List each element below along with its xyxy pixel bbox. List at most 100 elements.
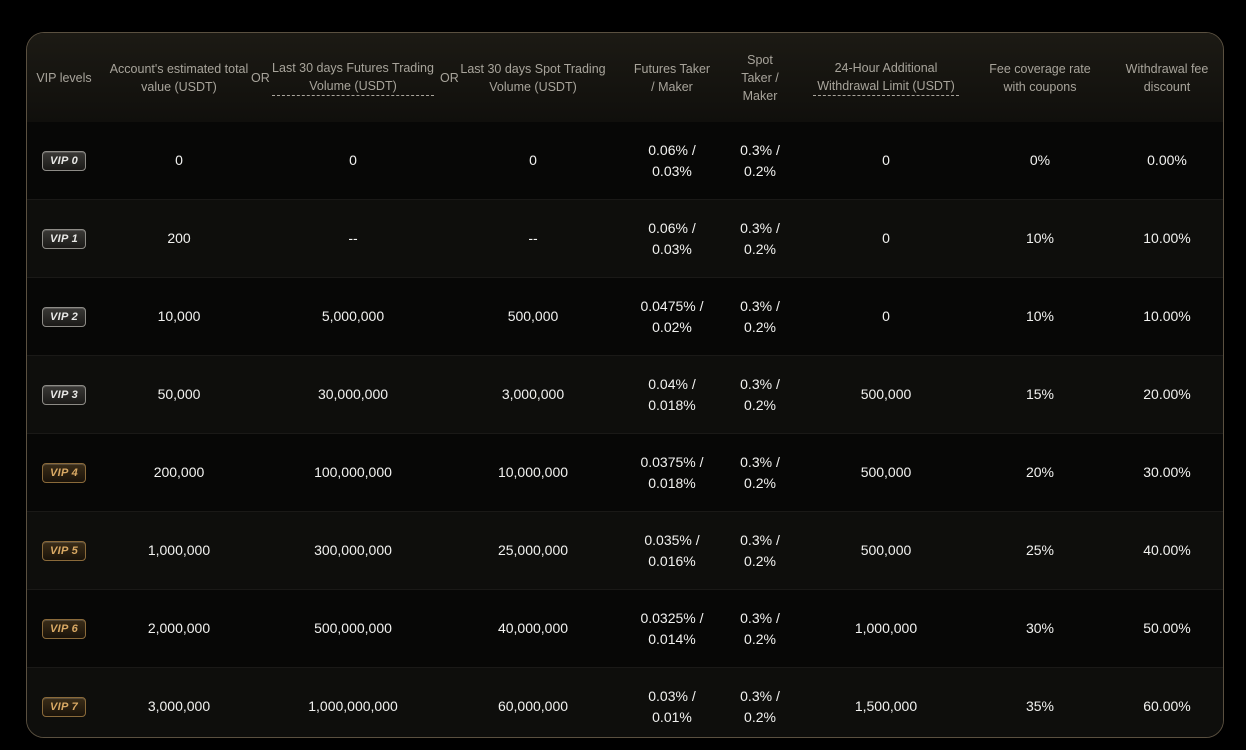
withdrawal-discount-cell-value: 60.00% <box>1143 698 1191 714</box>
spot-volume-cell-value: 40,000,000 <box>497 620 569 636</box>
fee-coverage-cell: 0% <box>985 122 1095 199</box>
table-row: VIP 6 2,000,000 500,000,000 40,000,000 0.032… <box>27 590 1223 668</box>
spot-fee-cell: 0.3% / 0.2% <box>731 512 789 589</box>
withdrawal-discount-cell-value: 0.00% <box>1147 152 1187 168</box>
fee-coverage-cell: 10% <box>985 200 1095 277</box>
header-or-separator: OR <box>251 70 270 85</box>
spot-fee-cell-line: 0.2% <box>744 162 776 179</box>
table-row: VIP 3 50,000 30,000,000 3,000,000 0.04% /0.0… <box>27 356 1223 434</box>
vip-badge: VIP 0 <box>42 150 86 171</box>
withdrawal-discount-cell-value: 50.00% <box>1143 620 1191 636</box>
fee-coverage-cell-value: 25% <box>1025 542 1055 558</box>
spot-volume-cell-value: 10,000,000 <box>497 464 569 480</box>
futures-fee-cell: 0.03% / 0.01% <box>627 668 717 737</box>
vip-level-badge: VIP 6 <box>31 590 97 667</box>
account-value-cell: 200 <box>107 200 251 277</box>
spot-fee-cell: 0.3% / 0.2% <box>731 356 789 433</box>
vip-badge: VIP 5 <box>42 540 86 561</box>
header-account-value: Account's estimated total value (USDT) <box>109 61 249 94</box>
spot-fee-cell: 0.3% / 0.2% <box>731 668 789 737</box>
spot-volume-cell: 0 <box>459 122 607 199</box>
futures-fee-cell-line: 0.04% / <box>648 375 696 392</box>
futures-volume-cell-value: -- <box>348 230 358 246</box>
withdrawal-discount-cell-value: 10.00% <box>1143 308 1191 324</box>
spot-volume-cell-value: 25,000,000 <box>497 542 569 558</box>
account-value-cell: 0 <box>107 122 251 199</box>
header-withdrawal-limit[interactable]: 24-Hour Additional Withdrawal Limit (USD… <box>813 33 959 122</box>
table-row: VIP 1 200 -- -- 0.06% / 0.03% 0.3% / 0.2% 0 10% 10… <box>27 200 1223 278</box>
spot-volume-cell: 10,000,000 <box>459 434 607 511</box>
spot-fee-cell-line: 0.3% / <box>740 141 780 158</box>
futures-fee-cell-line: 0.035% / <box>644 531 700 548</box>
table-body: VIP 0 0 0 0 0.06% / 0.03% 0.3% / 0.2% 0 0% 0.00% VI… <box>27 122 1223 737</box>
spot-fee-cell-line: 0.2% <box>744 708 776 725</box>
spot-volume-cell: 25,000,000 <box>459 512 607 589</box>
spot-fee-cell-line: 0.3% / <box>740 219 780 236</box>
futures-volume-cell: 30,000,000 <box>272 356 434 433</box>
futures-volume-cell: -- <box>272 200 434 277</box>
fee-coverage-cell-value: 15% <box>1025 386 1055 402</box>
account-value-cell: 10,000 <box>107 278 251 355</box>
header-futures-volume[interactable]: Last 30 days Futures Trading Volume (USD… <box>272 33 434 122</box>
withdrawal-discount-cell: 40.00% <box>1117 512 1217 589</box>
spot-fee-cell: 0.3% / 0.2% <box>731 200 789 277</box>
withdrawal-limit-cell-value: 500,000 <box>860 464 912 480</box>
withdrawal-discount-cell-value: 30.00% <box>1143 464 1191 480</box>
account-value-cell-value: 200,000 <box>153 464 205 480</box>
withdrawal-discount-cell-value: 40.00% <box>1143 542 1191 558</box>
futures-fee-cell-line: 0.018% <box>648 474 696 491</box>
account-value-cell-value: 3,000,000 <box>147 698 211 714</box>
spot-fee-cell-line: 0.3% / <box>740 453 780 470</box>
header-fee-coverage: Fee coverage rate with coupons <box>989 61 1091 94</box>
vip-level-badge: VIP 1 <box>31 200 97 277</box>
futures-volume-cell-value: 1,000,000,000 <box>308 698 398 714</box>
spot-fee-cell-line: 0.2% <box>744 396 776 413</box>
account-value-cell: 50,000 <box>107 356 251 433</box>
futures-fee-cell-line: 0.0325% / <box>640 609 704 626</box>
spot-fee-cell-line: 0.2% <box>744 240 776 257</box>
futures-volume-cell: 100,000,000 <box>272 434 434 511</box>
withdrawal-limit-cell-value: 0 <box>882 230 890 246</box>
spot-fee-cell: 0.3% / 0.2% <box>731 590 789 667</box>
futures-fee-cell: 0.0475% / 0.02% <box>627 278 717 355</box>
account-value-cell: 200,000 <box>107 434 251 511</box>
fee-coverage-cell: 30% <box>985 590 1095 667</box>
header-futures-fee: Futures Taker / Maker <box>633 61 711 94</box>
header-or-separator: OR <box>440 70 459 85</box>
spot-volume-cell-value: 60,000,000 <box>497 698 569 714</box>
withdrawal-discount-cell: 0.00% <box>1117 122 1217 199</box>
fee-coverage-cell-value: 10% <box>1025 230 1055 246</box>
futures-fee-cell-line: 0.016% <box>648 552 696 569</box>
futures-fee-cell: 0.0375% / 0.018% <box>627 434 717 511</box>
futures-volume-cell-value: 500,000,000 <box>314 620 392 636</box>
table-row: VIP 2 10,000 5,000,000 500,000 0.0475% / 0.02… <box>27 278 1223 356</box>
spot-volume-cell-value: 500,000 <box>507 308 559 324</box>
withdrawal-limit-cell-value: 500,000 <box>860 542 912 558</box>
futures-fee-cell-line: 0.03% <box>652 162 692 179</box>
futures-volume-cell-value: 5,000,000 <box>321 308 385 324</box>
withdrawal-limit-cell: 500,000 <box>813 434 959 511</box>
futures-fee-cell: 0.04% / 0.018% <box>627 356 717 433</box>
fee-coverage-cell: 15% <box>985 356 1095 433</box>
withdrawal-limit-cell-value: 0 <box>882 152 890 168</box>
account-value-cell-value: 50,000 <box>157 386 201 402</box>
spot-fee-cell-line: 0.3% / <box>740 531 780 548</box>
futures-volume-cell: 300,000,000 <box>272 512 434 589</box>
futures-fee-cell-line: 0.014% <box>648 630 696 647</box>
fee-coverage-cell: 35% <box>985 668 1095 737</box>
withdrawal-limit-cell-value: 0 <box>882 308 890 324</box>
spot-fee-cell-line: 0.2% <box>744 552 776 569</box>
futures-volume-cell: 1,000,000,000 <box>272 668 434 737</box>
withdrawal-limit-cell: 0 <box>813 200 959 277</box>
fee-coverage-cell-value: 30% <box>1025 620 1055 636</box>
futures-volume-cell: 500,000,000 <box>272 590 434 667</box>
futures-fee-cell-line: 0.06% / <box>648 141 696 158</box>
vip-badge: VIP 2 <box>42 306 86 327</box>
vip-level-badge: VIP 7 <box>31 668 97 737</box>
futures-volume-cell-value: 0 <box>349 152 357 168</box>
account-value-cell: 3,000,000 <box>107 668 251 737</box>
futures-fee-cell: 0.0325% / 0.014% <box>627 590 717 667</box>
vip-level-badge: VIP 0 <box>31 122 97 199</box>
header-spot-volume: Last 30 days Spot Trading Volume (USDT) <box>460 61 606 94</box>
withdrawal-limit-cell: 0 <box>813 122 959 199</box>
